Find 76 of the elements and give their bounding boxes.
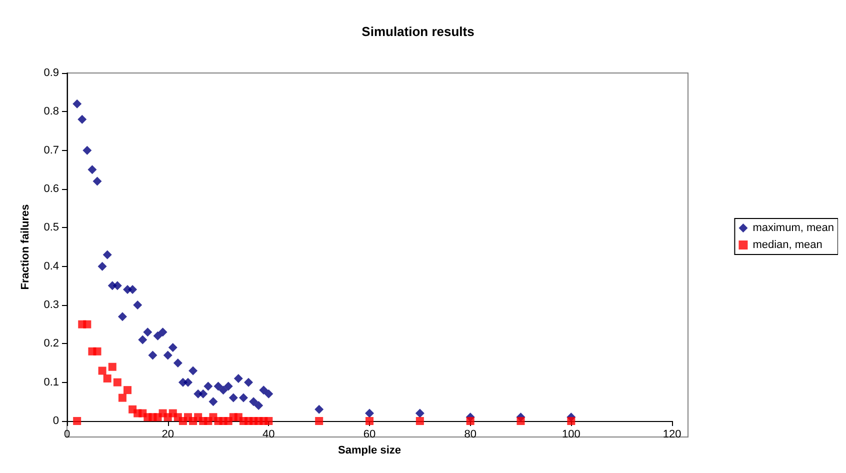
point [88, 165, 97, 174]
point [366, 417, 374, 425]
point [98, 366, 106, 375]
point [128, 285, 138, 294]
y-tick-label: 0.8 [44, 106, 59, 118]
x-tick-label: 60 [363, 428, 376, 440]
point [516, 417, 525, 425]
point [72, 99, 82, 108]
point [148, 350, 158, 360]
x-axis-title: Sample size [338, 444, 401, 456]
x-tick-label: 20 [162, 428, 174, 440]
point [168, 343, 178, 352]
x-tick-label: 100 [562, 428, 580, 440]
point [204, 382, 213, 391]
point [82, 146, 92, 155]
point [254, 401, 264, 410]
point [218, 386, 228, 395]
point [103, 374, 112, 382]
point [416, 417, 424, 425]
x-tick-label: 80 [464, 428, 476, 440]
point [138, 335, 148, 344]
point [244, 378, 253, 387]
point [133, 300, 142, 310]
y-tick-label: 0.4 [44, 260, 59, 272]
point [78, 114, 87, 124]
x-tick-label: 120 [662, 428, 682, 440]
y-tick-label: 0.1 [44, 376, 59, 388]
point [466, 417, 474, 425]
point [118, 312, 127, 322]
y-tick-label: 0.3 [44, 299, 59, 311]
y-tick-label: 0.2 [44, 338, 59, 350]
point [238, 393, 248, 402]
y-tick-label: 0.7 [44, 144, 59, 156]
y-tick-label: 0.6 [44, 183, 59, 195]
point [173, 358, 182, 368]
y-tick-label: 0.9 [44, 67, 59, 79]
y-tick-label: 0 [52, 415, 59, 427]
point [118, 394, 126, 402]
point [113, 378, 122, 386]
chart-title: Simulation results [362, 24, 474, 39]
x-tick-label: 0 [64, 428, 70, 440]
point [234, 374, 243, 383]
x-tick-label: 40 [262, 428, 275, 440]
point [224, 382, 233, 391]
point [158, 328, 168, 337]
point [73, 417, 82, 425]
point [92, 176, 102, 186]
point [153, 331, 162, 340]
point [264, 389, 274, 398]
legend-label: median, mean [752, 239, 822, 251]
point [198, 389, 208, 398]
point [124, 386, 132, 394]
point [365, 408, 374, 418]
point [264, 417, 273, 425]
point [415, 408, 424, 418]
point [163, 350, 172, 360]
point [208, 397, 218, 406]
point [259, 386, 268, 395]
point [249, 397, 258, 406]
point [314, 404, 324, 414]
point [93, 347, 102, 356]
point [98, 262, 107, 271]
point [108, 362, 116, 371]
point [143, 328, 152, 337]
point [83, 320, 92, 328]
point [184, 378, 192, 387]
point [228, 393, 238, 402]
point [567, 417, 576, 425]
y-tick-label: 0.5 [44, 222, 59, 234]
point [315, 417, 324, 425]
point [214, 382, 223, 391]
point [188, 366, 198, 376]
point [102, 250, 112, 260]
legend-label: maximum, mean [752, 222, 834, 234]
point [112, 281, 122, 290]
y-axis-title: Fraction failures [20, 204, 32, 290]
